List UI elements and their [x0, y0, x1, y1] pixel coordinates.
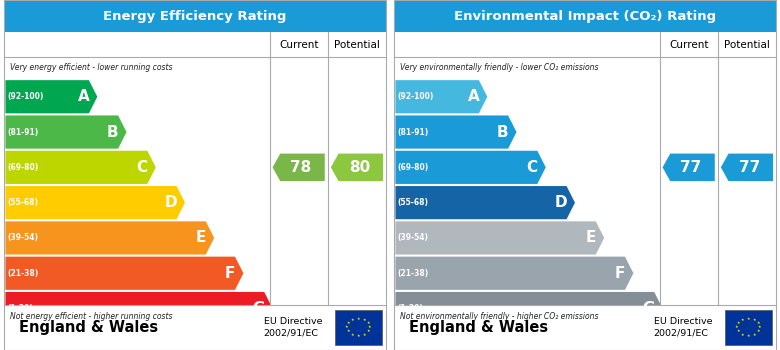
Text: (55-68): (55-68)	[398, 198, 429, 207]
Text: ★: ★	[346, 325, 349, 329]
Text: F: F	[615, 266, 626, 281]
Text: ★: ★	[351, 318, 354, 322]
Text: Not energy efficient - higher running costs: Not energy efficient - higher running co…	[9, 312, 172, 321]
Polygon shape	[5, 186, 185, 219]
Text: ★: ★	[351, 332, 354, 336]
Text: ★: ★	[367, 329, 370, 334]
Text: 80: 80	[349, 160, 370, 175]
Bar	[725, 310, 772, 345]
Text: EU Directive
2002/91/EC: EU Directive 2002/91/EC	[654, 317, 712, 338]
Text: Not environmentally friendly - higher CO₂ emissions: Not environmentally friendly - higher CO…	[399, 312, 598, 321]
Text: (81-91): (81-91)	[398, 127, 429, 136]
Polygon shape	[5, 151, 156, 184]
Text: ★: ★	[363, 318, 366, 322]
Polygon shape	[5, 116, 126, 149]
Text: (21-38): (21-38)	[398, 269, 429, 278]
Text: ★: ★	[368, 325, 371, 329]
Text: G: G	[252, 301, 264, 316]
Polygon shape	[721, 154, 773, 181]
Text: EU Directive
2002/91/EC: EU Directive 2002/91/EC	[264, 317, 322, 338]
Text: ★: ★	[746, 334, 750, 338]
Bar	[335, 310, 382, 345]
Bar	[4, 304, 386, 350]
Text: ★: ★	[367, 321, 370, 325]
Text: ★: ★	[347, 329, 350, 334]
Text: ★: ★	[736, 325, 739, 329]
Text: (39-54): (39-54)	[8, 233, 39, 243]
Text: Current: Current	[669, 40, 708, 50]
Text: B: B	[107, 125, 119, 140]
Bar	[394, 304, 776, 350]
Text: Potential: Potential	[724, 40, 770, 50]
Polygon shape	[395, 80, 488, 113]
Text: C: C	[526, 160, 537, 175]
Text: (1-20): (1-20)	[398, 304, 424, 313]
Polygon shape	[5, 221, 215, 254]
Polygon shape	[395, 186, 575, 219]
Text: ★: ★	[753, 332, 756, 336]
Text: Very energy efficient - lower running costs: Very energy efficient - lower running co…	[9, 63, 172, 72]
Text: ★: ★	[753, 318, 756, 322]
Text: ★: ★	[746, 317, 750, 321]
Text: (1-20): (1-20)	[8, 304, 34, 313]
Text: ★: ★	[741, 332, 744, 336]
Text: ★: ★	[757, 321, 760, 325]
Text: Potential: Potential	[334, 40, 380, 50]
Text: Energy Efficiency Rating: Energy Efficiency Rating	[103, 9, 287, 23]
Text: 77: 77	[680, 160, 701, 175]
Text: (55-68): (55-68)	[8, 198, 39, 207]
Text: 78: 78	[290, 160, 311, 175]
Text: ★: ★	[363, 332, 366, 336]
Text: B: B	[497, 125, 509, 140]
Text: (39-54): (39-54)	[398, 233, 429, 243]
Text: G: G	[642, 301, 654, 316]
Polygon shape	[331, 154, 383, 181]
Text: E: E	[196, 230, 206, 245]
Text: ★: ★	[737, 321, 740, 325]
Text: E: E	[586, 230, 596, 245]
Text: ★: ★	[356, 317, 360, 321]
Text: C: C	[136, 160, 147, 175]
Text: A: A	[77, 89, 90, 104]
Polygon shape	[662, 154, 714, 181]
Text: ★: ★	[741, 318, 744, 322]
Polygon shape	[5, 80, 97, 113]
Polygon shape	[395, 116, 516, 149]
Text: F: F	[225, 266, 236, 281]
Text: (92-100): (92-100)	[398, 92, 434, 101]
Polygon shape	[5, 292, 273, 325]
Text: ★: ★	[737, 329, 740, 334]
Text: England & Wales: England & Wales	[410, 320, 548, 335]
Text: (21-38): (21-38)	[8, 269, 39, 278]
Text: Current: Current	[279, 40, 318, 50]
Text: Environmental Impact (CO₂) Rating: Environmental Impact (CO₂) Rating	[454, 9, 716, 23]
Text: ★: ★	[757, 329, 760, 334]
Text: (81-91): (81-91)	[8, 127, 39, 136]
Text: (69-80): (69-80)	[8, 163, 39, 172]
Text: D: D	[165, 195, 177, 210]
Text: ★: ★	[347, 321, 350, 325]
Polygon shape	[395, 292, 663, 325]
Polygon shape	[395, 257, 633, 290]
Text: 77: 77	[739, 160, 760, 175]
Text: (69-80): (69-80)	[398, 163, 429, 172]
Text: A: A	[467, 89, 480, 104]
Text: D: D	[555, 195, 567, 210]
Text: England & Wales: England & Wales	[20, 320, 158, 335]
Bar	[394, 0, 776, 32]
Text: ★: ★	[758, 325, 761, 329]
Text: Very environmentally friendly - lower CO₂ emissions: Very environmentally friendly - lower CO…	[399, 63, 598, 72]
Text: (92-100): (92-100)	[8, 92, 44, 101]
Polygon shape	[395, 151, 546, 184]
Polygon shape	[5, 257, 243, 290]
Text: ★: ★	[356, 334, 360, 338]
Polygon shape	[272, 154, 324, 181]
Polygon shape	[395, 221, 604, 254]
Bar	[4, 0, 386, 32]
